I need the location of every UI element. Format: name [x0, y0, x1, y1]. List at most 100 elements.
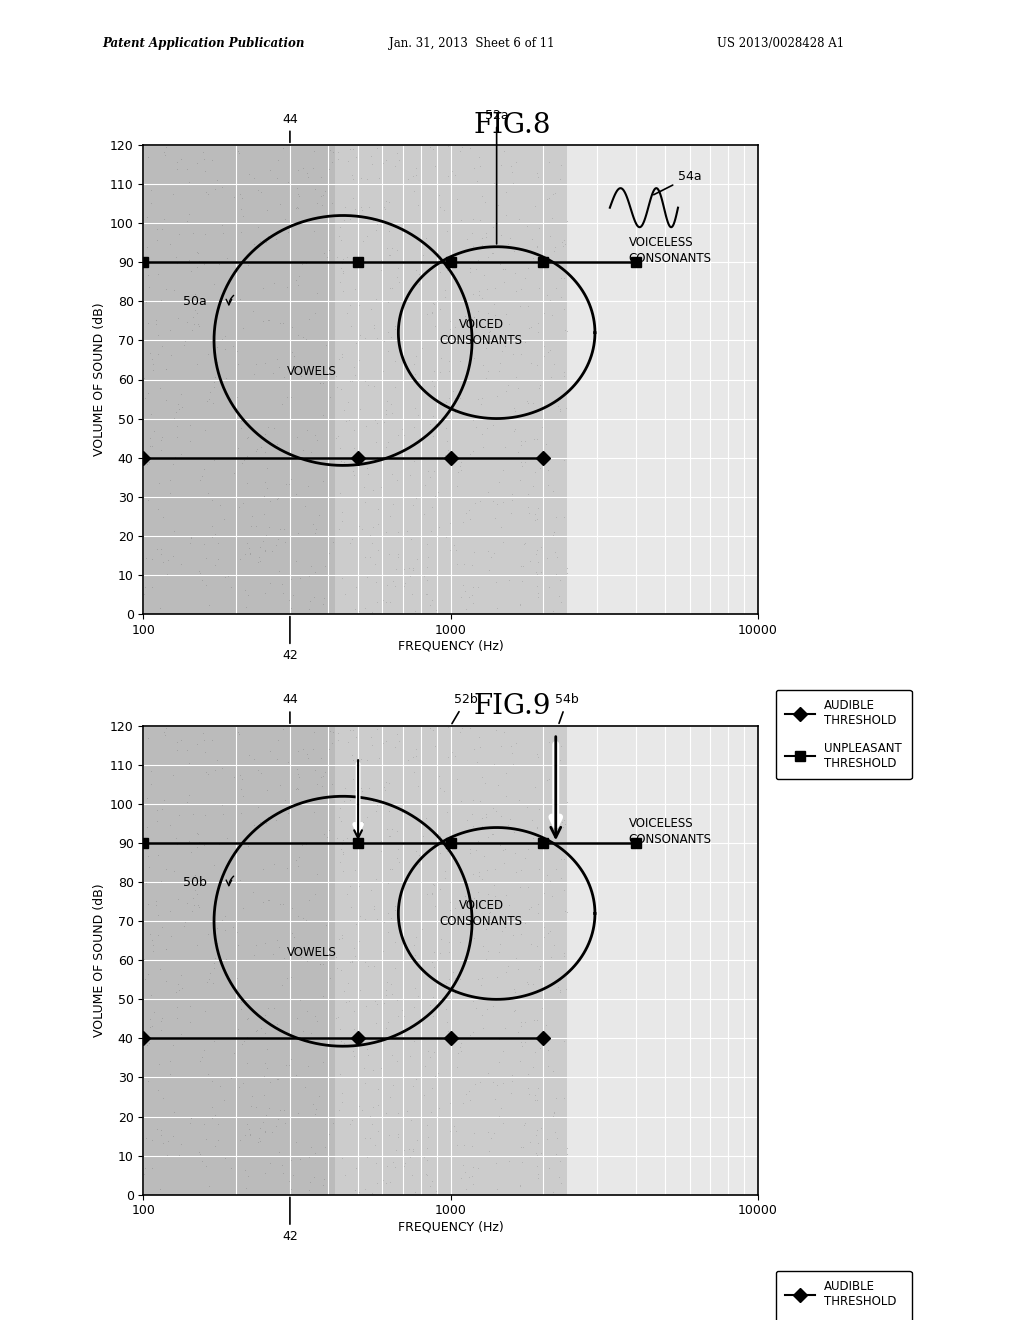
Point [435, 199, 452, 220]
Point [204, 527, 220, 548]
Point [530, 586, 547, 607]
Point [229, 341, 246, 362]
Point [204, 1071, 220, 1092]
Point [450, 461, 466, 482]
Point [550, 395, 566, 416]
Point [299, 420, 315, 441]
Point [150, 924, 166, 945]
Point [178, 892, 195, 913]
Point [435, 780, 452, 801]
Point [306, 141, 323, 162]
Point [319, 826, 336, 847]
Point [268, 1069, 285, 1090]
Point [248, 935, 264, 956]
Point [233, 417, 250, 438]
Point [259, 807, 275, 828]
Point [490, 236, 507, 257]
Point [346, 780, 362, 801]
Point [262, 433, 279, 454]
Point [402, 565, 419, 586]
Point [139, 265, 156, 286]
Point [181, 414, 198, 436]
Point [319, 814, 336, 836]
Point [225, 186, 242, 207]
Point [440, 931, 457, 952]
Point [188, 256, 205, 277]
Point [492, 1106, 508, 1127]
Point [552, 569, 568, 590]
Point [528, 539, 545, 560]
Point [496, 1113, 512, 1134]
Point [465, 282, 481, 304]
Point [283, 1179, 299, 1200]
Point [388, 558, 404, 579]
Point [384, 463, 400, 484]
Point [368, 800, 384, 821]
Point [369, 795, 385, 816]
Point [222, 1158, 239, 1179]
Point [535, 416, 551, 437]
Point [347, 147, 364, 168]
Point [540, 1056, 556, 1077]
Point [542, 339, 558, 360]
Point [419, 884, 435, 906]
Point [422, 1047, 438, 1068]
Point [332, 271, 348, 292]
Point [514, 570, 530, 591]
Point [419, 1164, 435, 1185]
Point [535, 193, 551, 214]
Point [210, 834, 226, 855]
Point [527, 544, 544, 565]
Point [424, 952, 440, 973]
Point [240, 255, 256, 276]
Point [250, 216, 266, 238]
Point [558, 397, 574, 418]
Point [168, 982, 184, 1003]
Point [378, 1018, 394, 1039]
Point [204, 911, 220, 932]
Point [468, 416, 484, 437]
Point [395, 300, 412, 321]
Point [504, 161, 520, 182]
Point [368, 290, 384, 312]
Point [410, 405, 426, 426]
Point [529, 564, 546, 585]
Point [144, 548, 161, 569]
Point [426, 941, 442, 962]
Point [459, 293, 475, 314]
Point [373, 477, 389, 498]
Point [378, 979, 394, 1001]
Point [553, 1172, 569, 1193]
Point [148, 218, 165, 239]
Point [165, 1034, 181, 1055]
Point [488, 494, 505, 515]
Point [159, 1144, 175, 1166]
Point [357, 908, 374, 929]
Point [246, 363, 262, 384]
Point [321, 564, 337, 585]
Point [209, 932, 225, 953]
Point [556, 879, 572, 900]
Point [453, 1167, 469, 1188]
Point [368, 288, 384, 309]
Point [136, 1158, 153, 1179]
Point [432, 197, 449, 218]
Point [488, 139, 505, 160]
Point [366, 956, 382, 977]
Point [370, 540, 386, 561]
Point [138, 292, 155, 313]
Point [189, 314, 206, 335]
Point [499, 762, 515, 783]
Point [162, 900, 178, 921]
Point [170, 888, 186, 909]
Point [375, 941, 391, 962]
Point [269, 730, 286, 751]
Point [426, 957, 442, 978]
Point [331, 807, 347, 828]
Point [530, 1167, 547, 1188]
Point [178, 715, 195, 737]
Point [325, 1113, 341, 1134]
Point [244, 1086, 260, 1107]
Point [230, 141, 247, 162]
Point [367, 898, 383, 919]
